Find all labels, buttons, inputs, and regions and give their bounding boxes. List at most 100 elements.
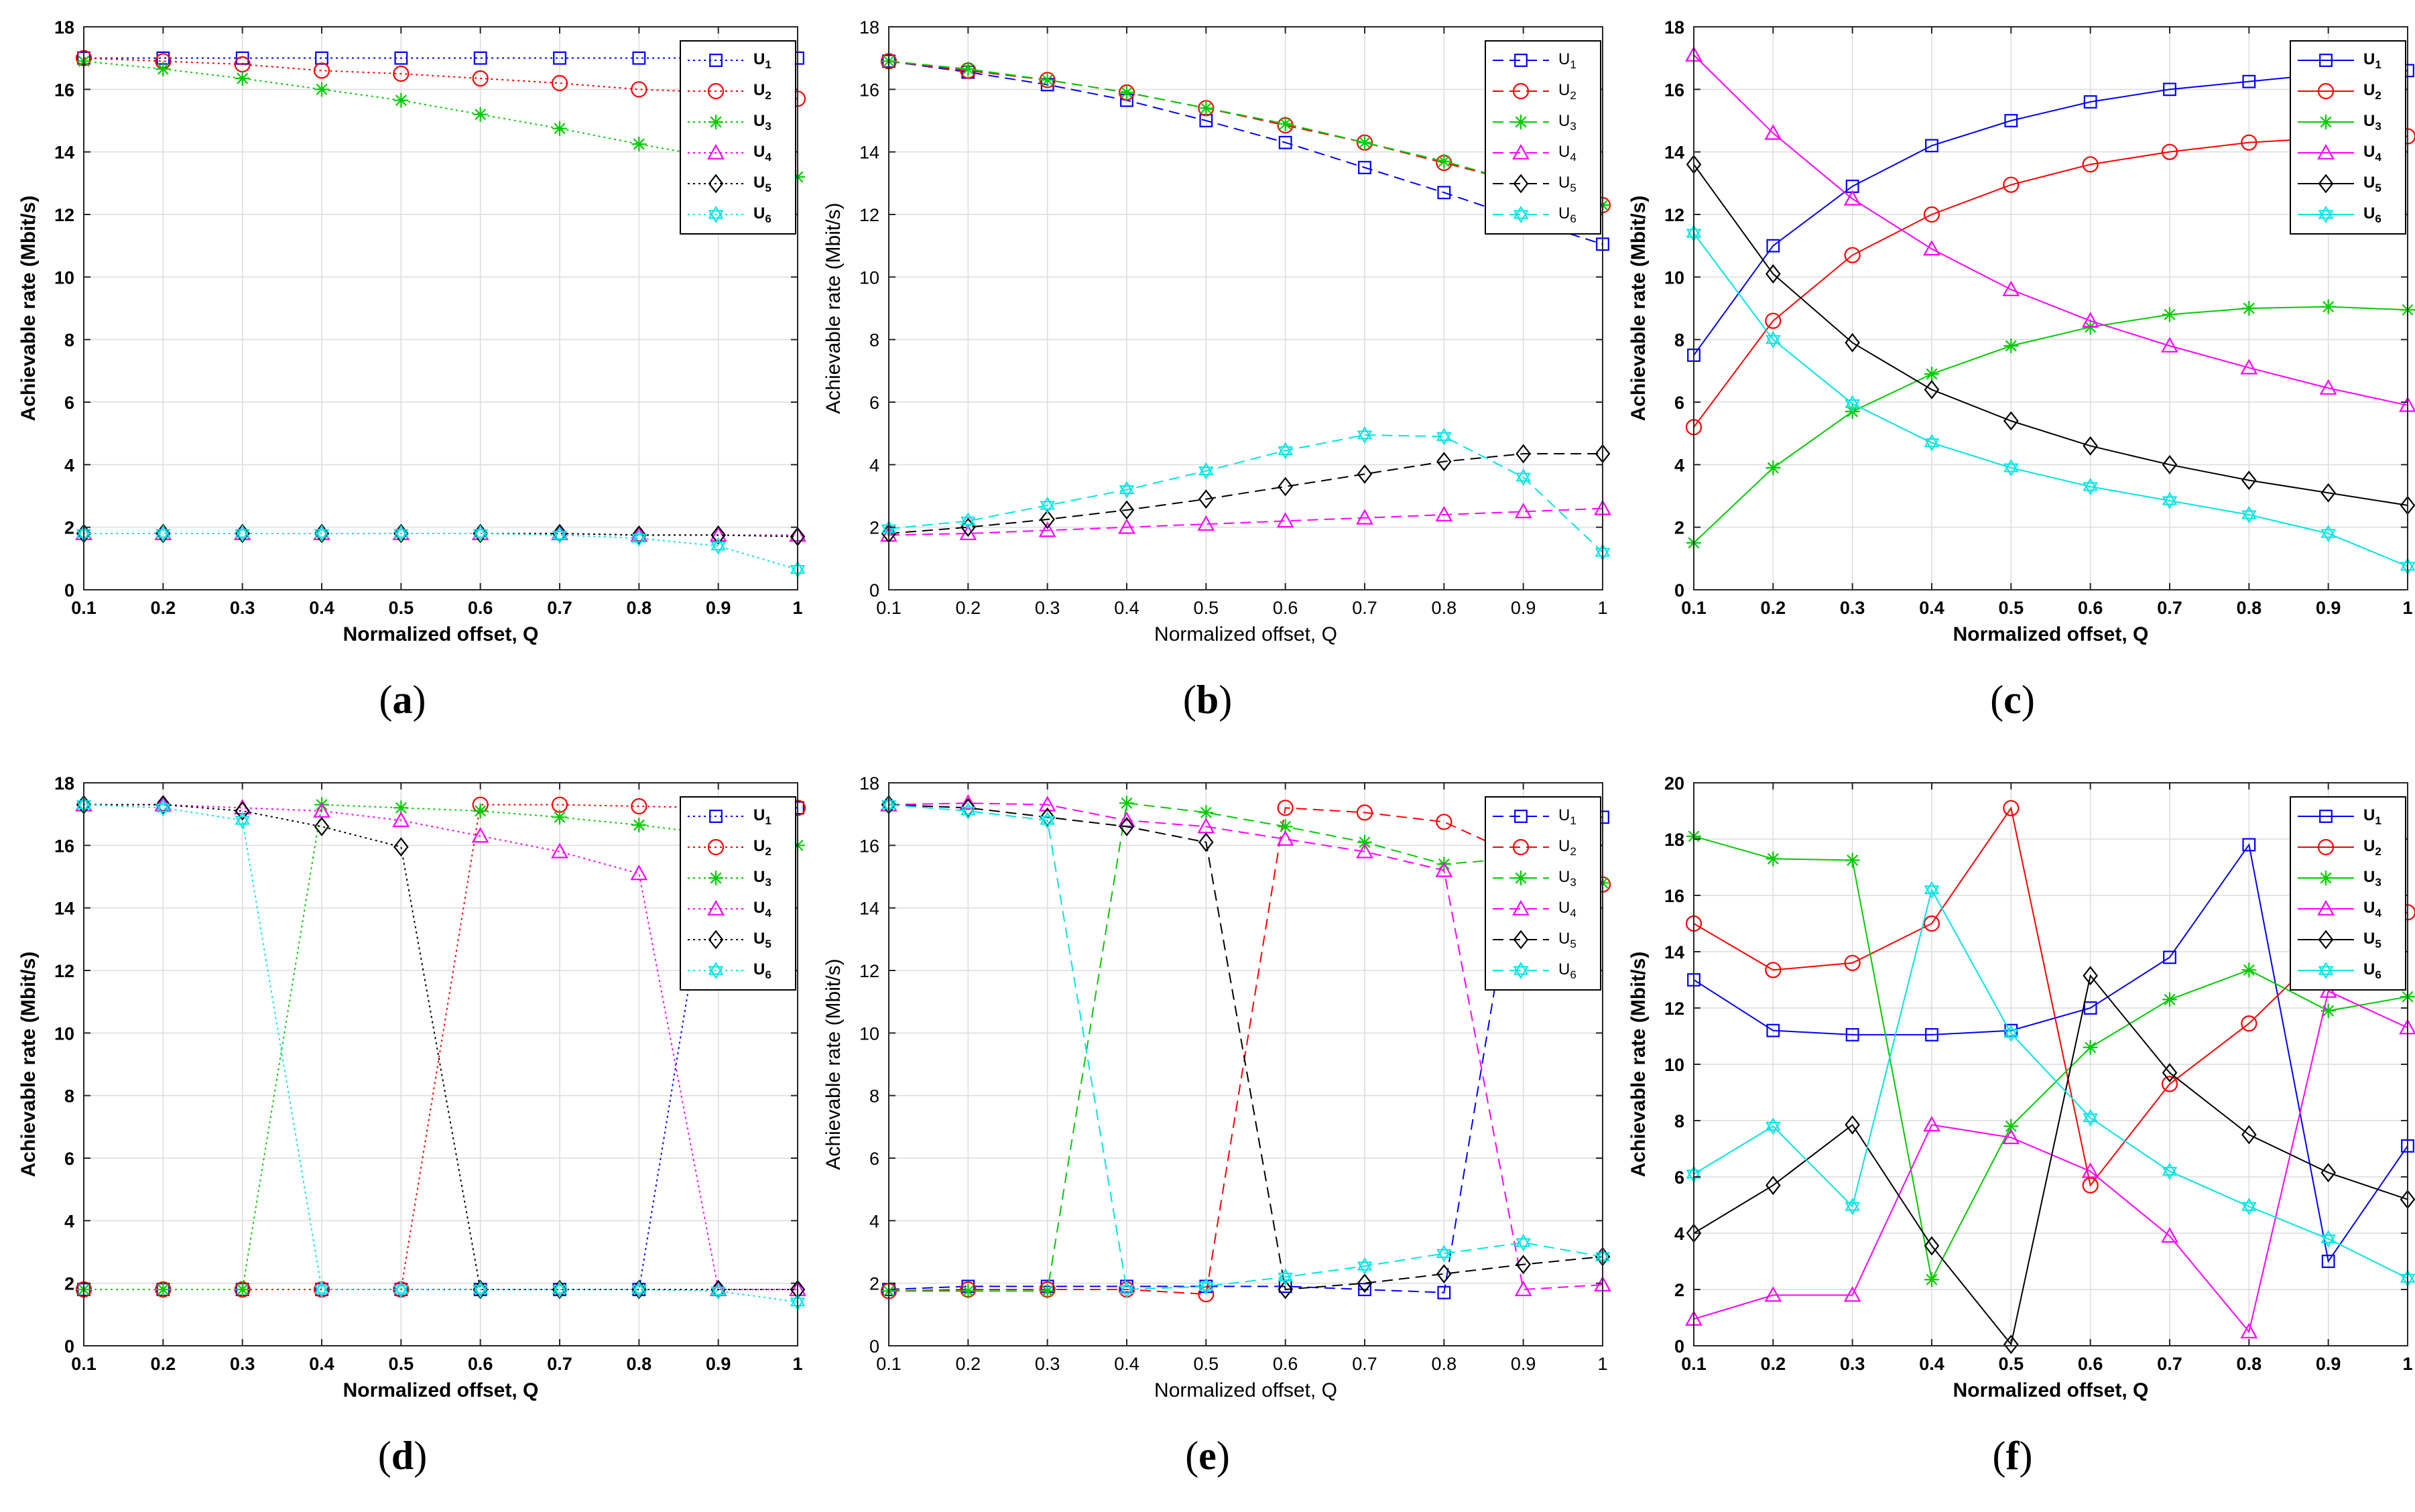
data-point-u6-2: [1040, 811, 1055, 830]
legend-marker: [1513, 930, 1529, 950]
legend-label: U5: [753, 930, 771, 951]
legend-marker: [1513, 962, 1529, 979]
data-point-u1-8: [2321, 1255, 2335, 1268]
data-point-u5-6: [2162, 1063, 2178, 1083]
x-tick-label: 0.2: [1761, 1354, 1786, 1374]
data-point-u1-7: [1437, 1285, 1451, 1300]
legend-marker: [2318, 174, 2334, 194]
data-point-u5-5: [2083, 966, 2098, 986]
legend-label-sub: 4: [765, 150, 771, 164]
legend-swatch-u5: [2298, 174, 2354, 194]
legend-label: U2: [753, 837, 771, 859]
panel-a: 0.1 0.2 0.3 0.4 0.5 0.6 0.7 0.8 0.9 1 0 2 4 6 8 10 12 14 1…: [0, 0, 806, 756]
legend-swatch-u4: [1493, 143, 1549, 160]
legend-swatch-u4: [2298, 143, 2354, 160]
legend-swatch-u1: [1493, 54, 1549, 67]
data-point-u5-7: [1436, 1264, 1452, 1284]
series-line-u5: [888, 804, 1603, 1291]
data-point-u2-7: [2241, 1015, 2257, 1032]
y-tick-label: 8: [869, 330, 879, 351]
legend-label-name: U: [753, 81, 765, 99]
data-point-u6-2: [1040, 496, 1055, 515]
data-point-u3-4: [2003, 338, 2019, 353]
data-point-u6-1: [156, 799, 171, 817]
y-tick-label: 12: [1664, 999, 1684, 1019]
x-tick-label: 1: [1597, 1354, 1607, 1374]
y-tick-label: 16: [1664, 886, 1684, 906]
data-point-u6-5: [2083, 477, 2098, 496]
panel-f: 0.1 0.2 0.3 0.4 0.5 0.6 0.7 0.8 0.9 1 0 2 4 6 8 10 12 14 1…: [1610, 756, 2415, 1512]
legend-swatch-u3: [1493, 115, 1549, 129]
data-point-u1-3: [1925, 139, 1938, 153]
legend-label-name: U: [1558, 81, 1570, 99]
data-point-u1-6: [2163, 82, 2176, 97]
legend: U1 U2 U3 U4 U5 U6: [2290, 796, 2406, 991]
legend-label: U1: [1558, 806, 1576, 828]
chart-a: 0.1 0.2 0.3 0.4 0.5 0.6 0.7 0.8 0.9 1024681012141…: [17, 17, 806, 645]
legend-entry-u5: U5: [681, 168, 795, 199]
ticks: 0.1 0.2 0.3 0.4 0.5 0.6 0.7 0.8 0.9 1024681012141…: [54, 773, 803, 1374]
axes-box: [888, 782, 1603, 1346]
data-point-u5-5: [2083, 436, 2098, 456]
legend-label-name: U: [753, 204, 765, 223]
y-tick-label: 18: [54, 17, 74, 38]
data-point-u6-2: [235, 524, 250, 543]
legend-marker: [1512, 143, 1530, 160]
legend-label: U5: [1558, 174, 1576, 195]
legend-marker: [708, 962, 724, 979]
legend-label-name: U: [2363, 868, 2375, 886]
x-tick-label: 0.8: [627, 1354, 652, 1374]
axes-box: [83, 26, 798, 590]
data-point-u5-8: [2320, 483, 2336, 503]
legend-label-name: U: [2363, 112, 2375, 130]
y-tick-label: 18: [54, 773, 74, 794]
legend-label-name: U: [1558, 174, 1570, 192]
data-point-u6-7: [1436, 1245, 1452, 1263]
x-tick-label: 0.4: [309, 598, 334, 618]
legend-entry-u5: U5: [1486, 924, 1600, 955]
data-point-u4-7: [630, 865, 648, 881]
legend-marker: [707, 899, 725, 916]
data-point-u4-6: [1356, 509, 1373, 525]
legend-entry-u2: U2: [1486, 832, 1600, 863]
data-point-u6-6: [2162, 492, 2178, 509]
data-point-u4-4: [392, 811, 410, 827]
legend-label: U5: [2363, 174, 2381, 195]
legend: U1 U2 U3 U4 U5 U6: [680, 40, 796, 235]
legend-marker: [2318, 930, 2334, 950]
plot-area: [84, 783, 798, 1346]
data-point-u2-6: [2161, 1076, 2178, 1092]
legend-label: U1: [753, 806, 771, 828]
y-tick-label: 10: [54, 267, 74, 288]
legend-swatch-u5: [2298, 930, 2354, 950]
data-point-u3-8: [2320, 299, 2336, 314]
legend-swatch-u6: [1493, 206, 1549, 223]
y-tick-label: 8: [1674, 1111, 1684, 1131]
x-tick-label: 0.3: [1840, 1354, 1865, 1374]
y-tick-label: 2: [1674, 518, 1684, 538]
axes-box: [1693, 26, 2408, 590]
data-point-u4-7: [2240, 359, 2258, 375]
legend-marker: [2317, 899, 2335, 916]
data-point-u5-7: [2241, 1125, 2257, 1145]
series-line-u6: [888, 434, 1603, 553]
data-point-u5-7: [2241, 470, 2257, 491]
data-point-u4-5: [2081, 1162, 2099, 1178]
y-tick-label: 4: [869, 1211, 879, 1231]
x-tick-label: 0.2: [1761, 598, 1786, 618]
legend-swatch-u3: [1493, 871, 1549, 885]
legend-entry-u4: U4: [2291, 137, 2405, 168]
data-point-u4-1: [1764, 1286, 1782, 1302]
legend-label: U2: [753, 81, 771, 103]
caption-e: (e): [1185, 1434, 1230, 1478]
data-point-u1-6: [2163, 950, 2176, 964]
series-line-u6: [1693, 887, 2408, 1279]
data-point-u5-2: [1040, 509, 1055, 529]
x-tick-label: 0.9: [2316, 1354, 2341, 1374]
y-tick-label: 16: [859, 836, 879, 856]
data-point-u1-3: [1925, 1028, 1938, 1042]
data-point-u1-1: [1766, 239, 1780, 253]
y-tick-label: 8: [64, 1086, 74, 1107]
data-point-u4-4: [1197, 515, 1215, 531]
legend-entry-u4: U4: [1486, 137, 1600, 168]
